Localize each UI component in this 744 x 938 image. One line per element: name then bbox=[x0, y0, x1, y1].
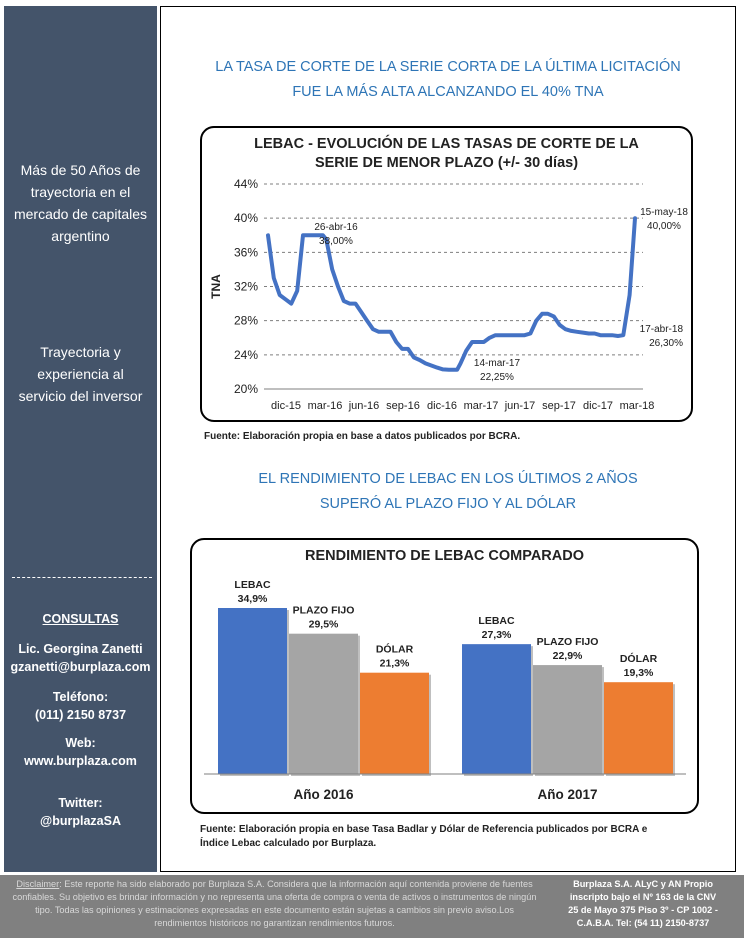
y-tick-label: 28% bbox=[234, 314, 258, 328]
company-line4: C.A.B.A. Tel: (54 11) 2150-8737 bbox=[576, 918, 710, 928]
section1-source: Fuente: Elaboración propia en base a dat… bbox=[204, 431, 521, 442]
bar-value-label: 22,9% bbox=[553, 650, 583, 662]
section1-heading-line1: LA TASA DE CORTE DE LA SERIE CORTA DE LA… bbox=[215, 59, 681, 75]
disclaimer: Disclaimer: Este reporte ha sido elabora… bbox=[12, 878, 537, 930]
annotation-date: 14-mar-17 bbox=[474, 358, 521, 369]
sidebar: Más de 50 Años de trayectoria en el merc… bbox=[4, 6, 157, 872]
x-tick-label: sep-16 bbox=[386, 400, 420, 412]
annotation-value: 38,00% bbox=[319, 236, 353, 247]
x-tick-label: sep-17 bbox=[542, 400, 576, 412]
company-line1: Burplaza S.A. ALyC y AN Propio bbox=[573, 879, 713, 889]
phone-label: Teléfono: bbox=[52, 690, 109, 704]
bar-series-label: LEBAC bbox=[234, 579, 271, 591]
bar bbox=[533, 665, 602, 774]
x-tick-label: mar-18 bbox=[620, 400, 655, 412]
phone-value[interactable]: (011) 2150 8737 bbox=[34, 708, 127, 722]
bar-series-label: DÓLAR bbox=[376, 643, 414, 656]
y-tick-label: 40% bbox=[234, 211, 258, 225]
bar-value-label: 29,5% bbox=[309, 619, 339, 631]
x-tick-label: jun-17 bbox=[504, 400, 536, 412]
bar bbox=[360, 672, 429, 774]
disclaimer-text: : Este reporte ha sido elaborado por Bur… bbox=[12, 879, 537, 928]
bar bbox=[218, 608, 287, 774]
bar-category-label: Año 2017 bbox=[537, 787, 597, 802]
annotation-date: 17-abr-18 bbox=[640, 324, 684, 335]
y-tick-label: 24% bbox=[234, 348, 258, 362]
section2-heading-line2: SUPERÓ AL PLAZO FIJO Y AL DÓLAR bbox=[319, 496, 577, 512]
annotation-value: 26,30% bbox=[649, 338, 683, 349]
company-info: Burplaza S.A. ALyC y AN Propio inscripto… bbox=[548, 878, 738, 930]
section2-source: Fuente: Elaboración propia en base Tasa … bbox=[200, 823, 647, 851]
y-axis-title: TNA bbox=[209, 274, 223, 299]
contact-email[interactable]: gzanetti@burplaza.com bbox=[10, 660, 151, 674]
footer: Disclaimer: Este reporte ha sido elabora… bbox=[0, 875, 744, 938]
web-label: Web: bbox=[65, 736, 96, 750]
x-tick-label: jun-16 bbox=[348, 400, 380, 412]
y-tick-label: 36% bbox=[234, 245, 258, 259]
annotation-date: 15-may-18 bbox=[640, 207, 688, 218]
annotation-value: 22,25% bbox=[480, 372, 514, 383]
x-tick-label: dic-17 bbox=[583, 400, 613, 412]
bar-series-label: LEBAC bbox=[478, 615, 515, 627]
y-tick-label: 44% bbox=[234, 177, 258, 191]
bar-category-label: Año 2016 bbox=[293, 787, 354, 802]
sidebar-tagline: Más de 50 Años de trayectoria en el merc… bbox=[13, 162, 148, 244]
disclaimer-label: Disclaimer bbox=[16, 879, 60, 889]
section2-heading-line1: EL RENDIMIENTO DE LEBAC EN LOS ÚLTIMOS 2… bbox=[258, 471, 638, 487]
x-tick-label: mar-17 bbox=[464, 400, 499, 412]
bar-chart: LEBAC 34,9% LEBAC 27,3% PLAZO FIJO 29,5% PLAZO… bbox=[204, 579, 686, 802]
company-line3: 25 de Mayo 375 Piso 3º - CP 1002 - bbox=[568, 905, 718, 915]
y-tick-label: 32% bbox=[234, 280, 258, 294]
company-line2: inscripto bajo el Nº 163 de la CNV bbox=[569, 892, 717, 902]
bar-series-label: PLAZO FIJO bbox=[293, 605, 355, 617]
line-chart-title-line2: SERIE DE MENOR PLAZO (+/- 30 días) bbox=[314, 155, 579, 171]
bar bbox=[462, 644, 531, 774]
annotation-date: 26-abr-16 bbox=[314, 222, 358, 233]
line-chart: 20% 24% 28% 32% 36% 40% 44% dic-15 mar-16 jun-16 s… bbox=[209, 177, 688, 412]
bar-value-label: 21,3% bbox=[380, 658, 410, 670]
x-tick-label: mar-16 bbox=[308, 400, 343, 412]
twitter-label: Twitter: bbox=[58, 796, 103, 810]
x-tick-label: dic-16 bbox=[427, 400, 457, 412]
line-chart-title: LEBAC - EVOLUCIÓN DE LAS TASAS DE CORTE … bbox=[200, 135, 693, 173]
y-tick-label: 20% bbox=[234, 382, 258, 396]
bar-value-label: 19,3% bbox=[624, 667, 654, 679]
line-chart-title-line1: LEBAC - EVOLUCIÓN DE LAS TASAS DE CORTE … bbox=[254, 136, 639, 152]
tna-series-line bbox=[266, 216, 637, 372]
twitter-handle[interactable]: @burplazaSA bbox=[40, 814, 121, 828]
section2-source-line1: Fuente: Elaboración propia en base Tasa … bbox=[200, 824, 648, 835]
bar bbox=[289, 633, 358, 774]
bar-series-label: DÓLAR bbox=[620, 652, 658, 665]
bar-series-label: PLAZO FIJO bbox=[537, 636, 599, 648]
contact-header: CONSULTAS bbox=[42, 612, 119, 626]
contact-name: Lic. Georgina Zanetti bbox=[18, 642, 143, 656]
bar bbox=[604, 682, 673, 774]
section1-heading-line2: FUE LA MÁS ALTA ALCANZANDO EL 40% TNA bbox=[292, 84, 604, 100]
annotation-value: 40,00% bbox=[647, 221, 681, 232]
line-chart-box bbox=[200, 126, 693, 422]
bar-value-label: 34,9% bbox=[238, 593, 268, 605]
bar-chart-title: RENDIMIENTO DE LEBAC COMPARADO bbox=[305, 548, 584, 564]
x-tick-label: dic-15 bbox=[271, 400, 301, 412]
section2-source-line2: Índice Lebac calculado por Burplaza. bbox=[200, 838, 377, 849]
sidebar-subtag: Trayectoria y experiencia al servicio de… bbox=[18, 344, 143, 404]
web-link[interactable]: www.burplaza.com bbox=[24, 754, 137, 768]
bar-value-label: 27,3% bbox=[482, 629, 512, 641]
sidebar-divider bbox=[12, 577, 152, 578]
main-content bbox=[160, 6, 736, 872]
